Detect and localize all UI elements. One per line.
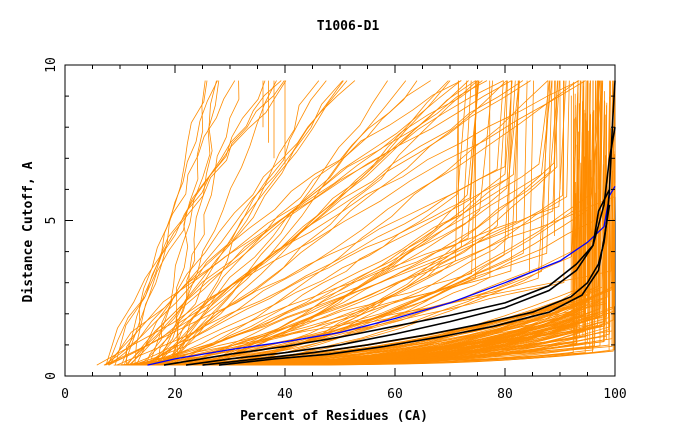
model-curve — [105, 80, 512, 366]
model-curve — [151, 101, 606, 366]
model-curve — [151, 80, 468, 366]
model-curve — [146, 80, 507, 366]
model-curve — [147, 80, 479, 366]
model-curve — [159, 80, 449, 366]
model-curves-orange — [96, 80, 616, 366]
model-curve — [154, 80, 407, 366]
x-tick-label: 20 — [167, 387, 183, 402]
highlighted-series — [147, 80, 616, 366]
model-curve — [123, 80, 282, 366]
model-curve — [107, 80, 266, 366]
y-tick-label: 5 — [44, 217, 59, 225]
series-line-black-model-2 — [163, 127, 616, 366]
model-curve — [145, 80, 320, 366]
model-curve — [113, 80, 570, 366]
model-curve — [108, 80, 348, 366]
x-tick-label: 100 — [603, 387, 626, 402]
model-curve — [168, 80, 431, 366]
model-curve — [128, 80, 343, 366]
model-curve — [104, 80, 344, 366]
model-curve — [135, 80, 478, 366]
model-curve — [180, 80, 479, 366]
axes: 0 20 40 60 80 100 0 5 10 — [44, 57, 627, 402]
model-curve — [237, 80, 602, 366]
model-curve — [105, 80, 287, 366]
model-curve — [128, 80, 616, 366]
model-curve — [201, 80, 616, 366]
model-curve — [138, 80, 599, 366]
x-axis-label: Percent of Residues (CA) — [240, 409, 428, 424]
y-tick-label: 10 — [44, 57, 59, 73]
model-curve — [140, 80, 531, 366]
model-curve — [191, 80, 565, 366]
model-curve — [170, 80, 240, 366]
series-line-black-model-4 — [218, 204, 611, 366]
model-curve — [126, 80, 488, 366]
model-curve — [131, 80, 520, 366]
x-tick-label: 40 — [277, 387, 293, 402]
series-line-black-model-1 — [185, 80, 616, 366]
model-curve — [142, 80, 579, 366]
x-tick-label: 80 — [497, 387, 513, 402]
model-curve — [160, 80, 459, 366]
x-tick-label: 0 — [61, 387, 69, 402]
model-curve — [168, 80, 549, 366]
model-curve — [134, 80, 218, 366]
chart-title: T1006-D1 — [317, 19, 380, 34]
model-curve — [148, 80, 356, 366]
model-curve — [135, 80, 462, 366]
model-curve — [176, 80, 217, 366]
model-curve — [203, 80, 567, 366]
y-tick-label: 0 — [44, 372, 59, 380]
model-curve — [155, 80, 418, 366]
x-tick-label: 60 — [387, 387, 403, 402]
series-line-blue-model — [147, 185, 616, 366]
model-curve — [165, 80, 524, 366]
model-curve — [211, 113, 586, 366]
model-curve — [96, 80, 586, 366]
model-curve — [154, 80, 519, 366]
model-curve — [157, 80, 277, 366]
model-curve — [208, 80, 594, 366]
model-curve — [145, 80, 220, 366]
y-axis-label: Distance Cutoff, A — [21, 161, 36, 302]
model-curve — [123, 80, 565, 366]
